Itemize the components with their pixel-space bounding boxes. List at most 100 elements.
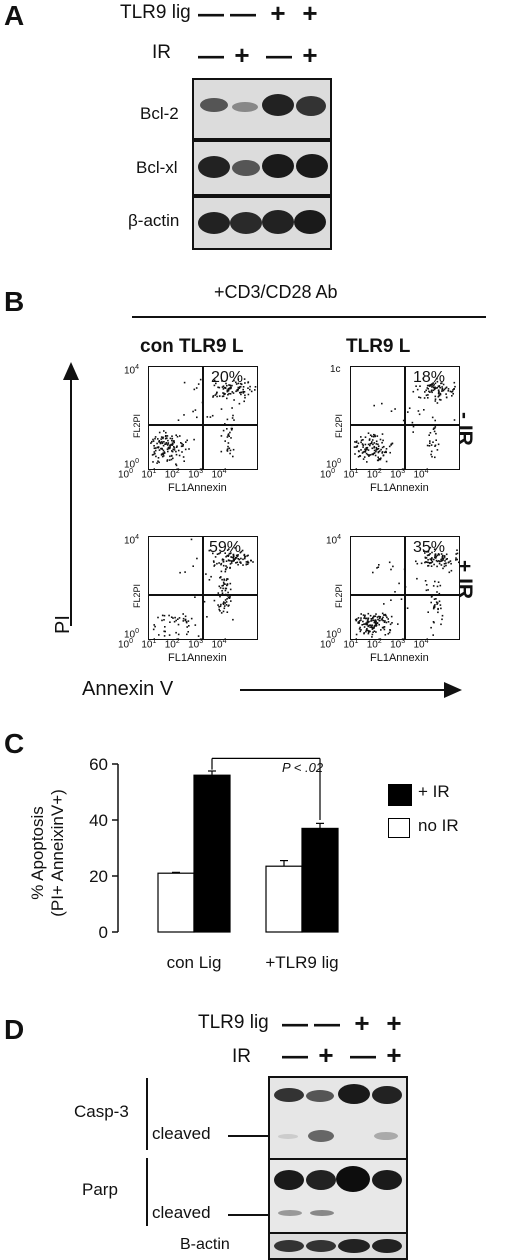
facs-dot bbox=[426, 561, 428, 563]
facs-dot bbox=[447, 390, 450, 392]
facs-dot bbox=[185, 621, 188, 624]
facs-dot bbox=[175, 453, 178, 456]
facs-dot bbox=[227, 388, 230, 390]
facs-dot bbox=[443, 565, 446, 568]
facs-dot bbox=[183, 460, 185, 462]
facs-dot bbox=[228, 447, 231, 450]
facs-dot bbox=[373, 442, 376, 444]
facs-dot bbox=[387, 621, 390, 623]
facs-dot bbox=[162, 436, 164, 439]
facs-dot bbox=[228, 552, 231, 555]
facs-dot bbox=[177, 618, 179, 620]
facs-dot bbox=[394, 591, 396, 593]
facs-dot bbox=[404, 570, 406, 572]
facs-dot bbox=[427, 559, 429, 561]
facs-dot bbox=[163, 452, 165, 455]
facs-dot bbox=[226, 549, 229, 551]
facs-dot bbox=[378, 619, 381, 622]
facs-dot bbox=[230, 387, 232, 389]
header-line bbox=[132, 316, 486, 318]
facs-dot bbox=[424, 561, 426, 564]
facs-dot bbox=[432, 621, 435, 623]
facs-dot bbox=[221, 380, 223, 382]
facs-3-xticks: 100 101 102 103 104 bbox=[118, 638, 227, 651]
facs-dot bbox=[369, 626, 371, 628]
facs-dot bbox=[374, 435, 376, 438]
facs-dot bbox=[381, 402, 383, 405]
facs-dot bbox=[219, 552, 222, 554]
facs-dot bbox=[441, 555, 444, 558]
facs-dot bbox=[192, 565, 194, 567]
facs-dot bbox=[211, 414, 214, 417]
facs-dot bbox=[436, 565, 438, 568]
facs-dot bbox=[362, 620, 364, 623]
annexin-axis-arrow bbox=[240, 682, 462, 698]
facs-dot bbox=[385, 448, 388, 450]
facs-dot bbox=[372, 617, 374, 620]
facs-dot bbox=[390, 444, 392, 446]
facs-dot bbox=[215, 382, 217, 385]
facs-dot bbox=[229, 393, 232, 395]
facs-dot bbox=[169, 446, 171, 448]
facs-dot bbox=[366, 461, 368, 463]
facs-dot bbox=[425, 389, 427, 392]
facs-dot bbox=[385, 451, 387, 454]
facs-dot bbox=[225, 604, 228, 606]
facs-dot bbox=[212, 560, 215, 562]
facs-dot bbox=[424, 556, 427, 559]
facs-dot bbox=[361, 452, 364, 454]
facs-dot bbox=[369, 454, 372, 456]
facs-dot bbox=[242, 391, 244, 394]
facs-dot bbox=[431, 416, 434, 419]
facs-dot bbox=[397, 623, 399, 625]
facs-dot bbox=[206, 416, 209, 418]
facs-dot bbox=[433, 430, 436, 433]
facs-dot bbox=[434, 382, 437, 385]
facs-dot bbox=[235, 383, 238, 385]
facs-dot bbox=[425, 557, 428, 559]
facs-dot bbox=[152, 461, 154, 463]
facs-dot bbox=[185, 441, 187, 443]
facs-dot bbox=[380, 448, 382, 451]
facs-dot bbox=[232, 554, 235, 556]
facs-dot bbox=[182, 456, 185, 458]
facs-dot bbox=[375, 447, 378, 450]
facs-dot bbox=[432, 385, 434, 387]
facs-dot bbox=[367, 632, 370, 635]
facs-dot bbox=[383, 614, 386, 616]
facs-dot bbox=[156, 462, 158, 464]
facs-dot bbox=[244, 396, 246, 399]
facs-dot bbox=[372, 631, 374, 633]
facs-dot bbox=[222, 388, 225, 390]
facs-dot bbox=[229, 449, 232, 452]
facs-dot bbox=[173, 620, 176, 623]
facs-dot bbox=[426, 384, 429, 387]
facs-dot bbox=[226, 594, 229, 597]
facs-dot bbox=[437, 611, 439, 614]
facs-dot bbox=[214, 556, 217, 558]
facs-plot-2: 18% bbox=[350, 366, 460, 470]
facs-dot bbox=[240, 550, 243, 553]
facs-dot bbox=[243, 554, 245, 557]
facs-dot bbox=[171, 437, 174, 440]
facs-dot bbox=[434, 419, 436, 422]
facs-dot bbox=[433, 427, 436, 430]
facs-dot bbox=[372, 435, 375, 438]
facs-dot bbox=[435, 432, 437, 435]
facs-3-ytick-bottom: 100 bbox=[124, 628, 140, 641]
y-tick-label: 40 bbox=[89, 811, 108, 830]
facs-dot bbox=[362, 439, 364, 441]
facs-dot bbox=[224, 583, 226, 585]
facs-dot bbox=[229, 596, 231, 598]
facs-dot bbox=[374, 619, 377, 621]
facs-dot bbox=[426, 444, 429, 447]
facs-dot bbox=[165, 442, 168, 444]
facs-dot bbox=[412, 431, 414, 433]
facs-dot bbox=[365, 617, 368, 620]
facs-dot bbox=[367, 449, 370, 451]
facs-dot bbox=[167, 439, 169, 442]
facs-dot bbox=[233, 559, 235, 561]
facs-dot bbox=[222, 587, 224, 590]
facs-dot bbox=[166, 444, 169, 446]
facs-dot bbox=[225, 565, 227, 567]
